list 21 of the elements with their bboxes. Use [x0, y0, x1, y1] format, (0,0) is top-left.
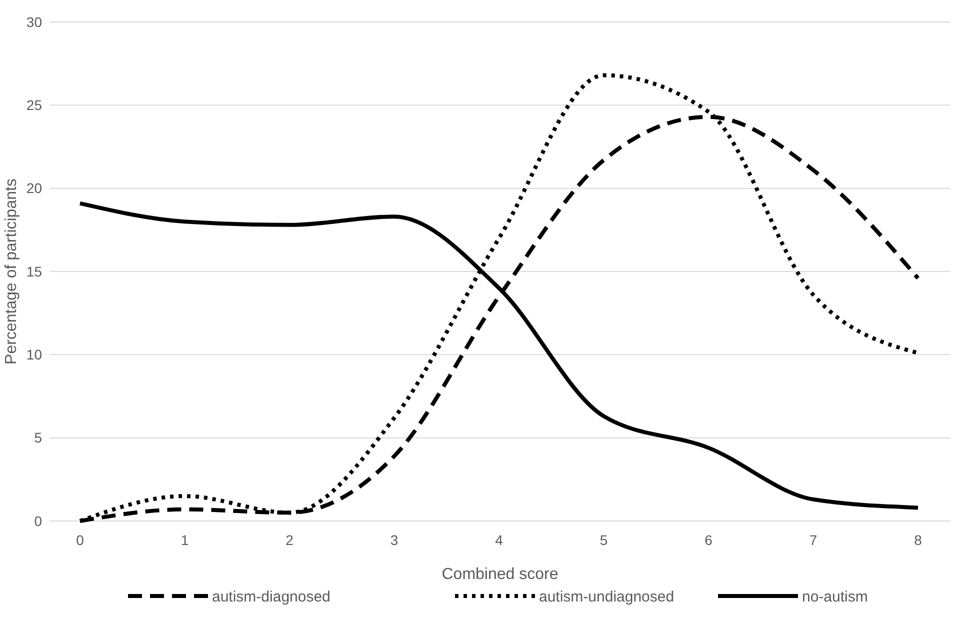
y-tick-label: 30 — [26, 14, 42, 30]
x-tick-label: 2 — [286, 532, 294, 548]
x-axis-title: Combined score — [442, 566, 558, 583]
x-tick-label: 3 — [390, 532, 398, 548]
x-tick-label: 5 — [600, 532, 608, 548]
x-tick-label: 7 — [809, 532, 818, 548]
x-tick-label: 8 — [914, 532, 922, 548]
y-tick-label: 0 — [34, 512, 42, 529]
legend-label: autism-diagnosed — [212, 588, 330, 606]
y-axis-title: Percentage of participants — [3, 178, 20, 364]
y-tick-label: 20 — [26, 180, 42, 196]
legend-label: no-autism — [802, 588, 868, 606]
x-tick-label: 4 — [495, 532, 504, 548]
legend-label: autism-undiagnosed — [539, 588, 674, 606]
y-tick-label: 15 — [26, 263, 42, 280]
y-tick-label: 10 — [26, 346, 42, 363]
x-tick-label: 0 — [76, 532, 84, 548]
x-tick-label: 6 — [704, 532, 713, 548]
y-tick-label: 5 — [34, 430, 42, 446]
y-tick-label: 25 — [26, 97, 42, 114]
x-tick-label: 1 — [180, 532, 189, 548]
